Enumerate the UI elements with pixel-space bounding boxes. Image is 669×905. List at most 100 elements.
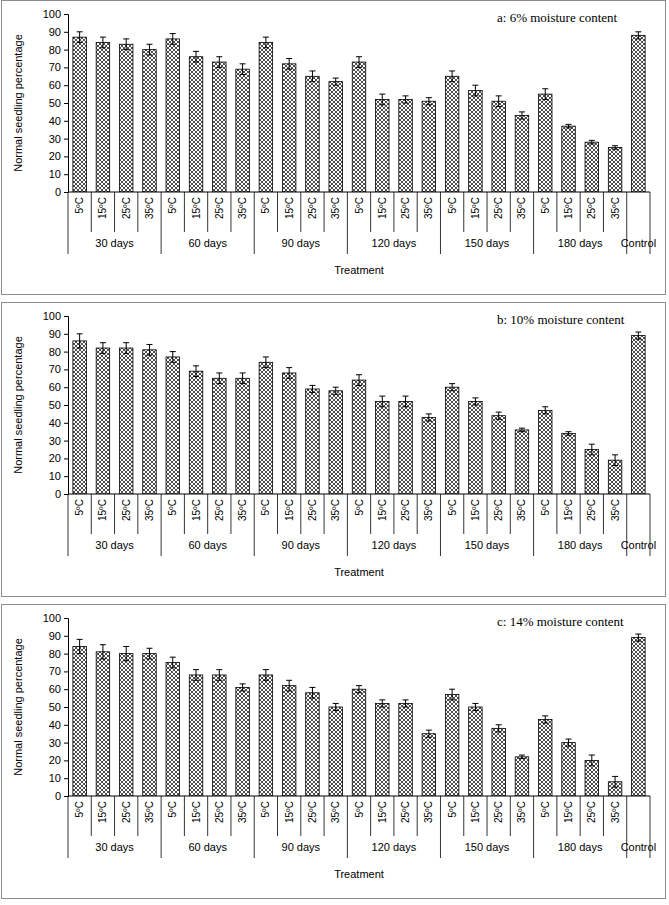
y-tick-label: 20 (49, 754, 61, 766)
category-divider (91, 494, 92, 534)
category-divider (393, 494, 394, 534)
group-label: 90 days (282, 841, 321, 853)
bar (492, 728, 506, 796)
y-tick-mark (64, 760, 68, 761)
bar (515, 115, 529, 192)
error-bar (216, 57, 222, 68)
error-bar (333, 703, 339, 710)
x-tick: 5ºC (260, 192, 271, 213)
x-tick: 25ºC (214, 192, 225, 219)
x-tick: 15ºC (470, 192, 481, 219)
bar (96, 348, 110, 494)
x-tick: 15ºC (284, 796, 295, 823)
y-axis: 0102030405060708090100 (43, 310, 69, 500)
bars (73, 32, 645, 192)
y-tick-label: 80 (49, 44, 61, 56)
x-tick-label: 35ºC (516, 499, 527, 521)
category-divider (370, 796, 371, 836)
group-label: 90 days (282, 237, 321, 249)
category-divider (254, 494, 255, 556)
bar (259, 42, 273, 192)
category-divider (68, 796, 69, 858)
x-tick: 35ºC (330, 494, 341, 521)
error-bar (170, 657, 176, 668)
y-tick: 100 (43, 8, 68, 20)
x-tick-label: 35ºC (423, 197, 434, 219)
y-tick-label: 70 (49, 665, 61, 677)
x-tick-label: 15ºC (284, 499, 295, 521)
group-label: 30 days (95, 539, 134, 551)
x-tick-label: 15ºC (191, 499, 202, 521)
y-tick-mark (64, 85, 68, 86)
error-bar (309, 385, 315, 392)
error-bar (286, 59, 292, 70)
bar (282, 373, 296, 494)
x-tick-label: 5ºC (167, 801, 178, 817)
x-tick-label: 15ºC (97, 801, 108, 823)
x-tick-label: 15ºC (470, 499, 481, 521)
x-tick-label: 15ºC (191, 197, 202, 219)
y-axis-line (64, 15, 69, 193)
bar (469, 91, 483, 192)
x-tick: 35ºC (610, 494, 621, 521)
y-tick-label: 10 (49, 470, 61, 482)
category-divider (277, 192, 278, 232)
error-bar (146, 44, 152, 55)
y-tick: 100 (43, 310, 68, 322)
category-divider (161, 494, 162, 556)
bar (469, 401, 483, 494)
category-divider (510, 192, 511, 232)
x-tick: 5ºC (260, 796, 271, 817)
x-tick: 5ºC (447, 192, 458, 213)
x-tick: 25ºC (493, 192, 504, 219)
y-tick-label: 90 (49, 328, 61, 340)
x-tick-label: 35ºC (237, 197, 248, 219)
x-tick: 25ºC (400, 796, 411, 823)
error-bar (612, 146, 618, 150)
error-bar (449, 71, 455, 82)
category-divider (510, 494, 511, 534)
x-tick: 25ºC (493, 494, 504, 521)
x-tick-label: 35ºC (516, 801, 527, 823)
category-divider (417, 494, 418, 534)
error-bar (426, 98, 432, 105)
bar (329, 391, 343, 494)
bar (445, 695, 459, 796)
x-tick: 15ºC (97, 494, 108, 521)
bars (73, 634, 645, 796)
y-tick-mark (64, 352, 68, 353)
x-tick: 25ºC (214, 796, 225, 823)
bar (213, 62, 227, 192)
error-bar (635, 332, 641, 339)
x-tick: 35ºC (423, 796, 434, 823)
category-divider (254, 796, 255, 858)
x-tick: 15ºC (470, 796, 481, 823)
x-tick-label: 5ºC (167, 499, 178, 515)
category-divider (417, 192, 418, 232)
x-tick: 15ºC (563, 192, 574, 219)
x-tick: 35ºC (237, 494, 248, 521)
y-tick: 20 (49, 754, 68, 766)
x-tick-label: 5ºC (74, 197, 85, 213)
error-bar (286, 680, 292, 691)
y-tick: 50 (49, 399, 68, 411)
y-tick: 70 (49, 665, 68, 677)
bar (119, 348, 133, 494)
y-tick-mark (64, 423, 68, 424)
category-divider (207, 494, 208, 534)
y-tick-label: 100 (43, 612, 61, 624)
bar (213, 378, 227, 494)
error-bar (426, 414, 432, 421)
x-tick: 15ºC (563, 494, 574, 521)
error-bar (356, 57, 362, 68)
bar (166, 663, 180, 797)
bar (329, 707, 343, 796)
x-tick: 35ºC (144, 192, 155, 219)
x-tick: 15ºC (377, 796, 388, 823)
y-tick-mark (64, 476, 68, 477)
error-bar (123, 39, 129, 50)
category-divider (324, 796, 325, 836)
category-divider (277, 796, 278, 836)
x-tick: 5ºC (260, 494, 271, 515)
group-label: Control (621, 237, 656, 249)
